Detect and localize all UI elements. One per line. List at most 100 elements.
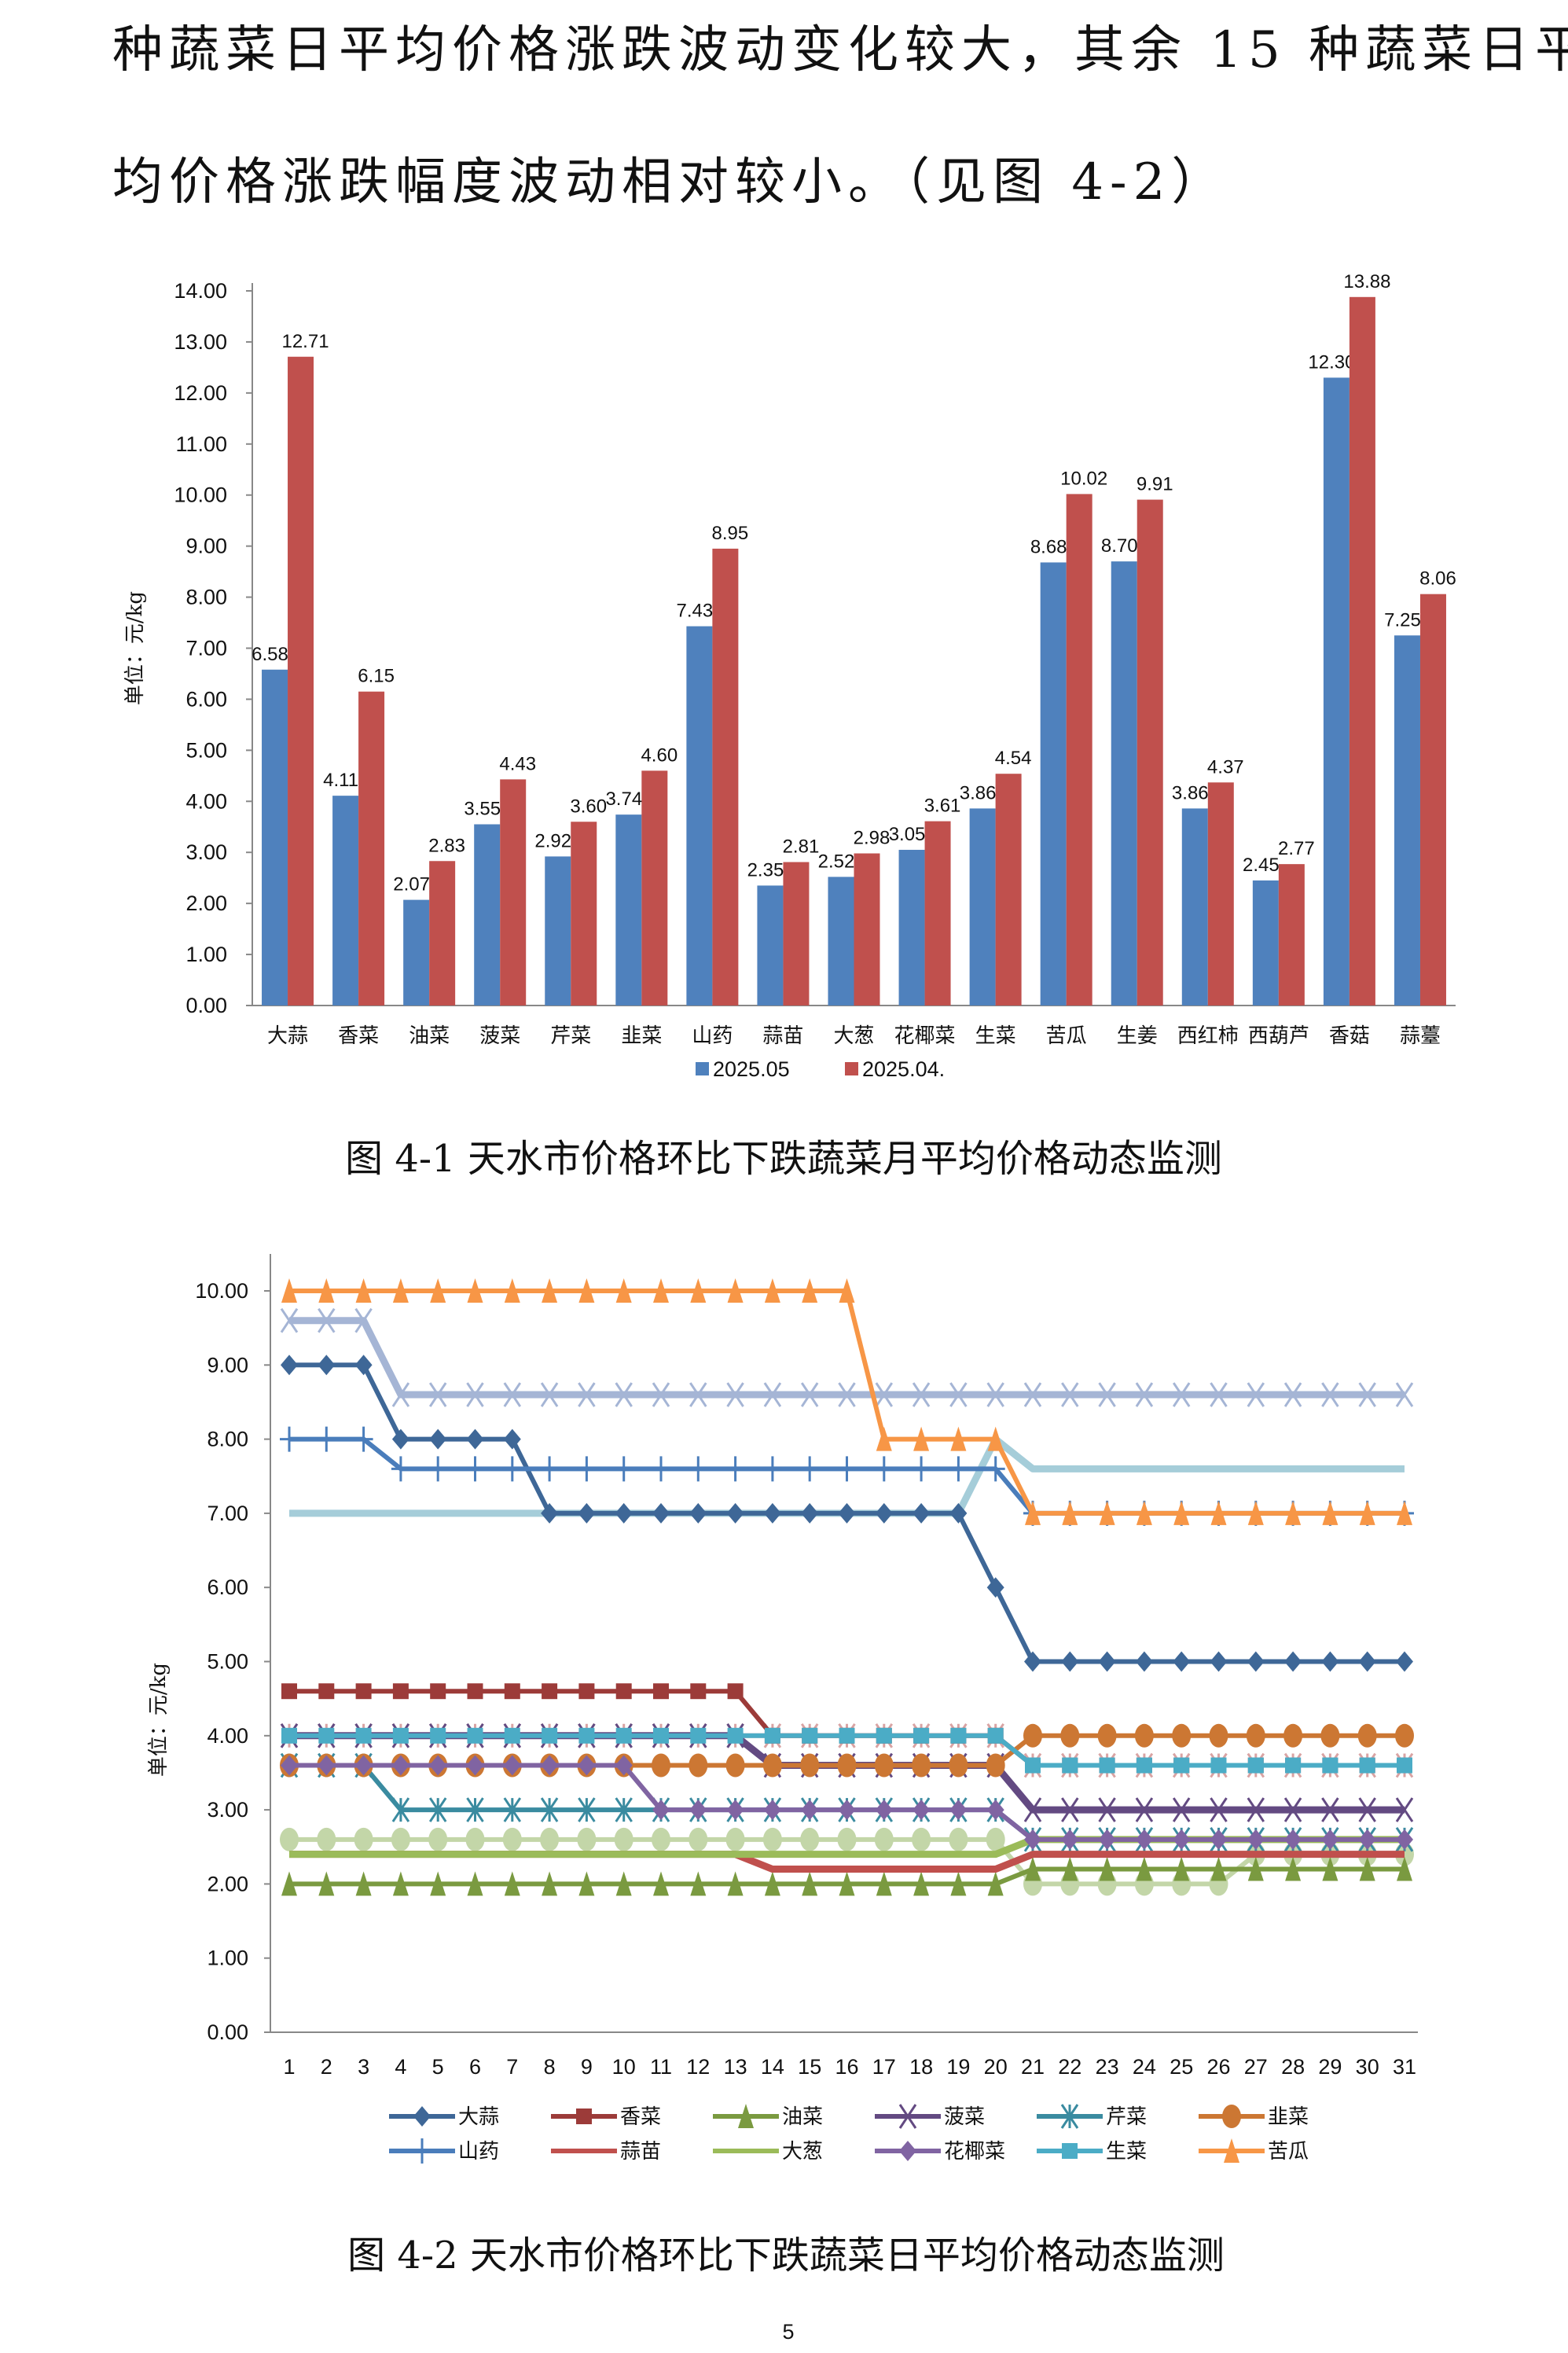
x-tick-label: 30 (1356, 2055, 1379, 2079)
data-point-marker (1358, 1829, 1376, 1850)
x-tick-label: 7 (506, 2055, 518, 2079)
series-苦瓜 (281, 1278, 1412, 1525)
data-point-marker (1062, 1500, 1078, 1525)
category-label: 芹菜 (550, 1024, 591, 1048)
data-point-marker (504, 1727, 520, 1744)
data-point-marker (690, 1727, 707, 1744)
x-tick-label: 29 (1318, 2055, 1342, 2079)
data-point-marker (1172, 1382, 1191, 1407)
data-label: 3.55 (464, 799, 501, 820)
x-tick-label: 10 (612, 2055, 636, 2079)
y-tick-label: 7.00 (207, 1502, 248, 1525)
data-point-marker (1322, 1500, 1338, 1525)
category-label: 西红柿 (1177, 1024, 1239, 1048)
data-point-marker (318, 1871, 335, 1896)
data-point-marker (875, 1502, 893, 1524)
data-point-marker (504, 1871, 520, 1896)
data-label: 3.61 (924, 796, 961, 817)
data-point-marker (950, 1727, 967, 1744)
y-tick-label: 9.00 (207, 1353, 248, 1377)
data-point-marker (578, 1871, 595, 1896)
data-point-marker (762, 1827, 782, 1851)
data-point-marker (986, 1577, 1004, 1598)
data-point-marker (1135, 1651, 1153, 1672)
series-生菜 (281, 1727, 1412, 1774)
data-point-marker (391, 1797, 410, 1822)
data-point-marker (502, 1456, 522, 1482)
bar-2025.05 (969, 808, 996, 1006)
data-point-marker (874, 1827, 894, 1851)
y-tick-label: 5.00 (207, 1650, 248, 1674)
data-point-marker (726, 1800, 744, 1821)
data-point-marker (1395, 1797, 1414, 1822)
data-point-marker (689, 1456, 708, 1482)
data-point-marker (801, 1502, 819, 1524)
data-point-marker (876, 1871, 892, 1896)
category-label: 油菜 (409, 1024, 450, 1048)
data-point-marker (949, 1502, 968, 1524)
y-axis-label: 单位：元/kg (123, 591, 147, 705)
bar-2025.05 (474, 824, 501, 1006)
data-point-marker (839, 1278, 855, 1303)
data-point-marker (1062, 1856, 1078, 1881)
data-point-marker (1320, 1723, 1340, 1748)
data-label: 2.92 (534, 830, 571, 851)
data-point-marker (986, 1456, 1005, 1482)
data-point-marker (1135, 1797, 1154, 1822)
data-point-marker (615, 1278, 632, 1303)
data-point-marker (1321, 1382, 1339, 1407)
x-tick-label: 8 (544, 2055, 556, 2079)
data-point-marker (1099, 1856, 1115, 1881)
data-point-marker (467, 1871, 483, 1896)
x-tick-label: 31 (1393, 2055, 1416, 2079)
data-label: 2.07 (393, 874, 430, 895)
series-line (289, 1317, 1405, 1399)
data-point-marker (1172, 1723, 1192, 1748)
category-label: 苦瓜 (1046, 1024, 1087, 1048)
data-point-marker (949, 1827, 968, 1851)
paragraph-line-2: 均价格涨跌幅度波动相对较小。（见图 4-2） (112, 153, 1228, 211)
data-point-marker (913, 1426, 930, 1451)
y-tick-label: 4.00 (185, 789, 227, 813)
data-point-marker (1097, 1723, 1117, 1748)
data-point-marker (913, 1800, 931, 1821)
data-label: 12.71 (281, 331, 329, 352)
data-point-marker (1060, 1723, 1080, 1748)
data-point-marker (801, 1800, 819, 1821)
data-label: 12.30 (1308, 351, 1355, 373)
data-point-marker (1210, 1500, 1227, 1525)
legend-marker (413, 2106, 431, 2127)
data-point-marker (1210, 1651, 1228, 1672)
data-point-marker (429, 1428, 447, 1450)
data-point-marker (1135, 1829, 1153, 1850)
data-point-marker (428, 1797, 447, 1822)
data-point-marker (1397, 1500, 1412, 1525)
data-point-marker (355, 1871, 372, 1896)
data-label: 8.70 (1101, 535, 1138, 557)
data-point-marker (802, 1871, 818, 1896)
data-point-marker (1210, 1797, 1228, 1822)
data-point-marker (1285, 1500, 1302, 1525)
data-point-marker (1134, 1723, 1154, 1748)
category-label: 花椰菜 (894, 1024, 956, 1048)
data-point-marker (986, 1382, 1004, 1407)
x-tick-label: 19 (946, 2055, 970, 2079)
series-花椰菜 (281, 1755, 1413, 1850)
data-label: 3.60 (570, 796, 607, 817)
data-point-marker (615, 1683, 632, 1700)
data-point-marker (1025, 1856, 1041, 1881)
legend-label: 香菜 (620, 2105, 661, 2129)
bar-2025.05 (1040, 562, 1067, 1006)
data-point-marker (1025, 1757, 1041, 1774)
data-point-marker (1209, 1723, 1228, 1748)
data-point-marker (949, 1753, 968, 1778)
data-point-marker (1024, 1829, 1041, 1850)
data-point-marker (763, 1800, 781, 1821)
data-point-marker (317, 1426, 336, 1452)
data-point-marker (839, 1871, 855, 1896)
legend-label: 大蒜 (458, 2105, 499, 2129)
data-point-marker (1210, 1829, 1228, 1850)
data-point-marker (281, 1683, 297, 1700)
category-label: 蒜苗 (762, 1024, 803, 1048)
x-tick-label: 27 (1244, 2055, 1268, 2079)
